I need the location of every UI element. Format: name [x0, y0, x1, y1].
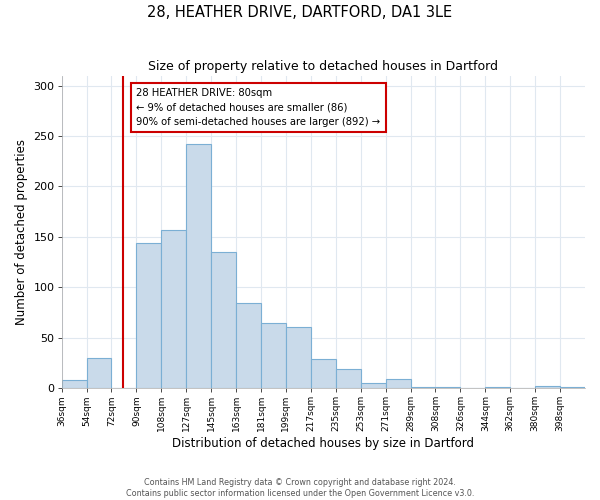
- Bar: [136, 243, 161, 388]
- Y-axis label: Number of detached properties: Number of detached properties: [15, 139, 28, 325]
- Bar: [436, 387, 460, 388]
- Bar: [261, 322, 286, 388]
- Bar: [311, 359, 336, 388]
- Title: Size of property relative to detached houses in Dartford: Size of property relative to detached ho…: [148, 60, 499, 73]
- Bar: [560, 387, 585, 388]
- Bar: [186, 144, 211, 388]
- Bar: [286, 326, 311, 388]
- Bar: [485, 387, 510, 388]
- Text: 28 HEATHER DRIVE: 80sqm
← 9% of detached houses are smaller (86)
90% of semi-det: 28 HEATHER DRIVE: 80sqm ← 9% of detached…: [136, 88, 380, 128]
- Bar: [535, 386, 560, 388]
- Bar: [236, 304, 261, 388]
- X-axis label: Distribution of detached houses by size in Dartford: Distribution of detached houses by size …: [172, 437, 475, 450]
- Bar: [336, 369, 361, 388]
- Text: Contains HM Land Registry data © Crown copyright and database right 2024.
Contai: Contains HM Land Registry data © Crown c…: [126, 478, 474, 498]
- Bar: [86, 358, 112, 388]
- Text: 28, HEATHER DRIVE, DARTFORD, DA1 3LE: 28, HEATHER DRIVE, DARTFORD, DA1 3LE: [148, 5, 452, 20]
- Bar: [410, 387, 436, 388]
- Bar: [161, 230, 186, 388]
- Bar: [386, 379, 410, 388]
- Bar: [211, 252, 236, 388]
- Bar: [62, 380, 86, 388]
- Bar: [361, 383, 386, 388]
